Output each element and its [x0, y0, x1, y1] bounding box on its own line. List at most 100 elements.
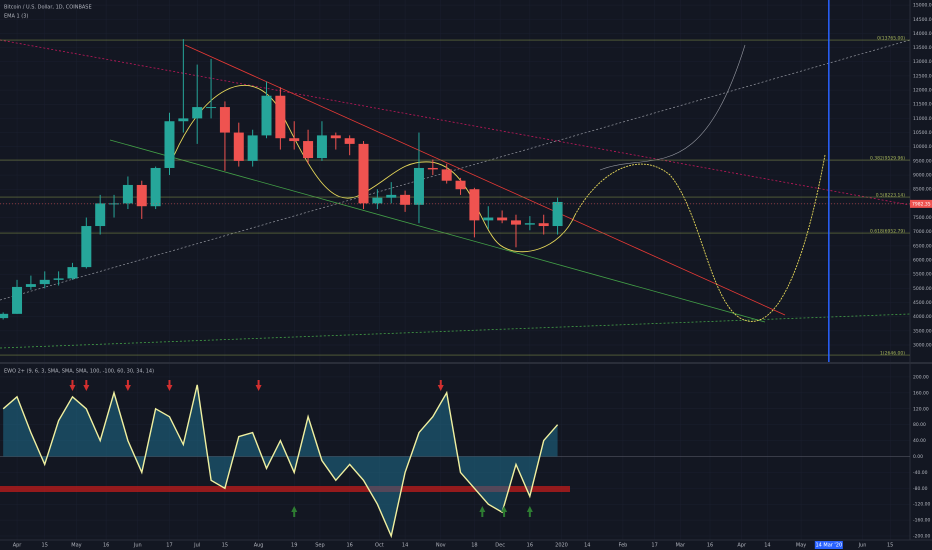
y-tick-label: 7500.00 [913, 215, 932, 221]
chart-title: Bitcoin / U.S. Dollar, 1D, COINBASE [4, 5, 92, 11]
y-tick-label: 15000.00 [913, 3, 932, 9]
x-tick-label: Jul [193, 543, 200, 549]
forecast-curve [574, 154, 826, 322]
candle-body [0, 313, 9, 319]
y-tick-label: 14000.00 [913, 31, 932, 37]
candle-body [400, 194, 411, 205]
y-tick-label: 80.00 [913, 422, 926, 428]
indicator-title: EMA 1 (3) [4, 14, 28, 20]
x-tick-label: Nov [436, 543, 446, 549]
fib-label: 0(13765.00) [877, 36, 905, 42]
buy-arrow [501, 506, 508, 517]
fib-label: 0.618(6952.79) [870, 229, 905, 235]
y-tick-label: 14500.00 [913, 17, 932, 23]
x-tick-label: 19 [291, 543, 297, 549]
candle-body [247, 135, 258, 161]
y-tick-label: 5500.00 [913, 272, 932, 278]
candle-body [122, 184, 133, 204]
x-tick-label: Apr [13, 543, 23, 549]
x-tick-label: Sep [315, 543, 324, 549]
y-tick-label: -160.00 [913, 518, 931, 524]
sell-arrow [166, 380, 173, 391]
candle-body [53, 278, 64, 280]
x-tick-label: 14 [584, 543, 590, 549]
oscillator-line [2, 384, 559, 539]
candle-body [12, 286, 23, 314]
candle-body [219, 107, 230, 133]
candle-body [95, 203, 106, 227]
fib-label: 1(2646.00) [880, 351, 905, 357]
candle-body [67, 267, 78, 279]
candle-body [39, 279, 50, 285]
y-tick-label: 10500.00 [913, 130, 932, 136]
last-price-box [910, 199, 932, 208]
y-tick-label: 9000.00 [913, 173, 932, 179]
candle-body [538, 223, 549, 227]
candle-body [81, 226, 92, 268]
y-tick-label: -80.00 [913, 486, 928, 492]
candle-body [330, 135, 341, 139]
x-tick-label: Dec [495, 543, 505, 549]
x-tick-label: 16 [527, 543, 533, 549]
x-tick-label: Oct [375, 543, 384, 549]
x-tick-label: Apr [737, 543, 747, 549]
candle-body [275, 95, 286, 139]
last-price-label: 7982.35 [912, 201, 931, 207]
x-tick-label: May [796, 543, 806, 549]
trend-line [0, 39, 911, 301]
y-tick-label: 6500.00 [913, 243, 932, 249]
y-tick-label: 13000.00 [913, 59, 932, 65]
candle-body [289, 138, 300, 142]
y-tick-label: 7000.00 [913, 229, 932, 235]
signal-strip [0, 486, 570, 492]
candle-body [483, 217, 494, 221]
y-tick-label: 12500.00 [913, 73, 932, 79]
y-tick-label: 160.00 [913, 390, 929, 396]
candle-body [261, 95, 272, 136]
x-tick-label: 2020 [555, 543, 568, 549]
candle-body [344, 138, 355, 144]
fib-label: 0.5(8223.14) [876, 193, 906, 199]
cursor-box [814, 541, 843, 549]
y-tick-label: 11500.00 [913, 102, 932, 108]
y-tick-label: 200.00 [913, 374, 929, 380]
buy-arrow [291, 506, 298, 517]
sell-arrow [255, 380, 262, 391]
x-tick-label: 15 [222, 543, 228, 549]
candle-body [413, 167, 424, 205]
y-tick-label: 6000.00 [913, 258, 932, 264]
y-tick-label: -40.00 [913, 470, 928, 476]
x-tick-label: May [71, 543, 81, 549]
candle-body [552, 201, 563, 227]
y-tick-label: 40.00 [913, 438, 926, 444]
x-tick-label: 16 [103, 543, 109, 549]
candle-body [233, 132, 244, 161]
x-tick-label: Mar [676, 543, 686, 549]
y-tick-label: 120.00 [913, 406, 929, 412]
y-tick-label: 0.00 [913, 454, 923, 460]
candle-body [497, 217, 508, 221]
y-tick-label: 3000.00 [913, 343, 932, 349]
x-tick-label: 18 [471, 543, 477, 549]
cursor-label: 14 Mar '20 [815, 543, 842, 549]
x-tick-label: Jun [858, 543, 867, 549]
candle-body [372, 197, 383, 204]
x-tick-label: 17 [166, 543, 172, 549]
candle-body [178, 118, 189, 122]
oscillator-title: EWO 2+ (9, 6, 3, SMA, SMA, SMA, 100, -10… [4, 369, 154, 375]
x-tick-label: 14 [764, 543, 770, 549]
candle-body [469, 189, 480, 221]
y-tick-label: 12000.00 [913, 88, 932, 94]
y-tick-label: 11000.00 [913, 116, 932, 122]
sell-arrow [83, 380, 90, 391]
y-tick-label: -120.00 [913, 502, 931, 508]
y-tick-label: 3500.00 [913, 328, 932, 334]
x-tick-label: 16 [346, 543, 352, 549]
fib-label: 0.382(9529.96) [870, 156, 905, 162]
drawings [0, 39, 911, 349]
forecast-curve [599, 44, 746, 171]
x-tick-label: 14 [402, 543, 408, 549]
y-tick-label: 5000.00 [913, 286, 932, 292]
trend-line [184, 44, 786, 316]
